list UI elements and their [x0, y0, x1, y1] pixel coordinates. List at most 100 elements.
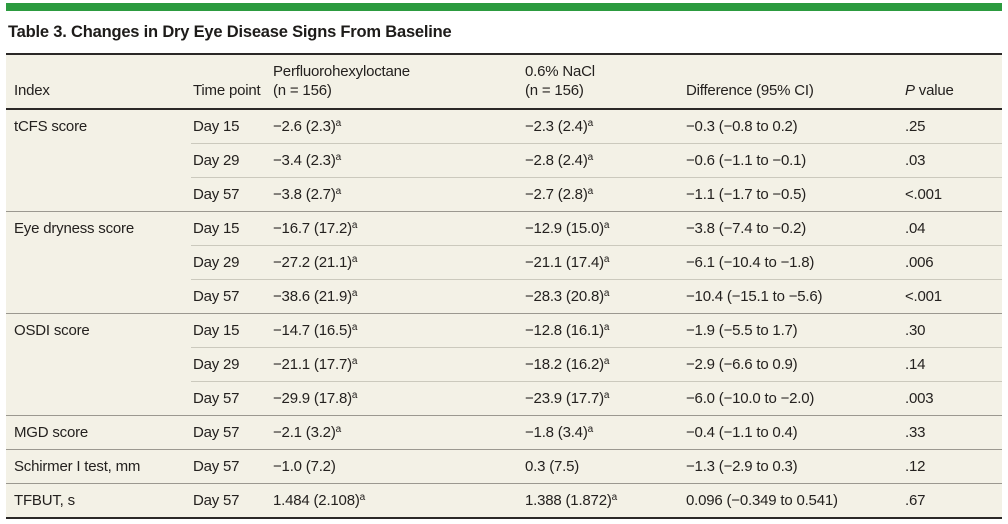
index-cell	[6, 348, 191, 382]
pfho-value-cell: −2.6 (2.3)a	[271, 109, 523, 144]
footnote-a-marker: a	[351, 322, 358, 333]
nacl-value: −23.9 (17.7)	[525, 390, 604, 407]
difference-cell: −0.6 (−1.1 to −0.1)	[684, 143, 903, 178]
difference-cell: −0.4 (−1.1 to 0.4)	[684, 415, 903, 450]
nacl-value: −18.2 (16.2)	[525, 356, 604, 373]
header-row: Index Time point Perfluorohexyloctane (n…	[6, 54, 1002, 110]
time-point-cell: Day 15	[191, 211, 271, 246]
pfho-value-cell: −29.9 (17.8)a	[271, 381, 523, 416]
pfho-value: −14.7 (16.5)	[273, 322, 352, 339]
footnote-a-marker: a	[603, 288, 610, 299]
col-header-pfho-n: (n = 156)	[273, 82, 332, 99]
footnote-a-marker: a	[603, 390, 610, 401]
footnote-a-marker: a	[351, 390, 358, 401]
difference-cell: −1.3 (−2.9 to 0.3)	[684, 449, 903, 484]
p-value-cell: .006	[903, 245, 1002, 280]
index-cell	[6, 144, 191, 178]
p-value-cell: .67	[903, 483, 1002, 518]
pfho-value: −29.9 (17.8)	[273, 390, 352, 407]
difference-cell: −6.1 (−10.4 to −1.8)	[684, 245, 903, 280]
p-value-cell: <.001	[903, 279, 1002, 314]
table-header: Index Time point Perfluorohexyloctane (n…	[6, 54, 1002, 110]
footnote-a-marker: a	[587, 424, 594, 435]
time-point-cell: Day 57	[191, 279, 271, 314]
table-row: Eye dryness score Day 15 −16.7 (17.2)a −…	[6, 211, 1002, 246]
index-cell: Schirmer I test, mm	[6, 449, 191, 484]
nacl-value-cell: −2.8 (2.4)a	[523, 143, 684, 178]
nacl-value: −21.1 (17.4)	[525, 254, 604, 271]
index-cell: Eye dryness score	[6, 211, 191, 246]
col-header-index: Index	[6, 54, 191, 110]
pfho-value-cell: −16.7 (17.2)a	[271, 211, 523, 246]
difference-cell: −2.9 (−6.6 to 0.9)	[684, 347, 903, 382]
time-point-cell: Day 57	[191, 449, 271, 484]
footnote-a-marker: a	[335, 118, 342, 129]
index-cell: MGD score	[6, 415, 191, 450]
pfho-value-cell: −38.6 (21.9)a	[271, 279, 523, 314]
footnote-a-marker: a	[335, 424, 342, 435]
index-cell	[6, 280, 191, 314]
p-value-cell: .14	[903, 347, 1002, 382]
col-header-pfho-label: Perfluorohexyloctane	[273, 63, 410, 80]
nacl-value: −12.8 (16.1)	[525, 322, 604, 339]
table-row: MGD score Day 57 −2.1 (3.2)a −1.8 (3.4)a…	[6, 415, 1002, 450]
nacl-value-cell: −12.8 (16.1)a	[523, 313, 684, 348]
table-row: tCFS score Day 15 −2.6 (2.3)a −2.3 (2.4)…	[6, 109, 1002, 144]
nacl-value-cell: −28.3 (20.8)a	[523, 279, 684, 314]
pfho-value: −27.2 (21.1)	[273, 254, 352, 271]
time-point-cell: Day 29	[191, 245, 271, 280]
col-header-nacl: 0.6% NaCl (n = 156)	[523, 54, 684, 110]
nacl-value-cell: −2.7 (2.8)a	[523, 177, 684, 212]
time-point-cell: Day 29	[191, 143, 271, 178]
table-row: Day 29 −21.1 (17.7)a −18.2 (16.2)a −2.9 …	[6, 347, 1002, 382]
difference-cell: −1.1 (−1.7 to −0.5)	[684, 177, 903, 212]
pfho-value-cell: −21.1 (17.7)a	[271, 347, 523, 382]
table-row: Day 29 −3.4 (2.3)a −2.8 (2.4)a −0.6 (−1.…	[6, 143, 1002, 178]
table-row: Day 57 −3.8 (2.7)a −2.7 (2.8)a −1.1 (−1.…	[6, 177, 1002, 212]
pfho-value-cell: −3.8 (2.7)a	[271, 177, 523, 212]
p-value-cell: .003	[903, 381, 1002, 416]
footnote-a-marker: a	[359, 492, 366, 503]
time-point-cell: Day 57	[191, 177, 271, 212]
table-row: Day 29 −27.2 (21.1)a −21.1 (17.4)a −6.1 …	[6, 245, 1002, 280]
footnote-a-marker: a	[587, 118, 594, 129]
pfho-value-cell: −14.7 (16.5)a	[271, 313, 523, 348]
difference-cell: −3.8 (−7.4 to −0.2)	[684, 211, 903, 246]
p-value-cell: .04	[903, 211, 1002, 246]
pfho-value-cell: −27.2 (21.1)a	[271, 245, 523, 280]
table-row: Day 57 −38.6 (21.9)a −28.3 (20.8)a −10.4…	[6, 279, 1002, 314]
index-cell: tCFS score	[14, 118, 88, 136]
footnote-a-marker: a	[351, 220, 358, 231]
nacl-value: −2.8 (2.4)	[525, 152, 588, 169]
col-header-time-point: Time point	[191, 54, 271, 110]
nacl-value: −1.8 (3.4)	[525, 424, 588, 441]
pfho-value: −16.7 (17.2)	[273, 220, 352, 237]
footnote-a-marker: a	[335, 152, 342, 163]
index-cell: TFBUT, s	[6, 483, 191, 518]
table-row: OSDI score Day 15 −14.7 (16.5)a −12.8 (1…	[6, 313, 1002, 348]
p-value-rest: value	[914, 82, 954, 99]
footnote-a-marker: a	[587, 186, 594, 197]
footnote-a-marker: a	[335, 186, 342, 197]
index-cell	[6, 382, 191, 416]
table-row: Schirmer I test, mm Day 57 −1.0 (7.2) 0.…	[6, 449, 1002, 484]
nacl-value-cell: −1.8 (3.4)a	[523, 415, 684, 450]
difference-cell: −6.0 (−10.0 to −2.0)	[684, 381, 903, 416]
nacl-value-cell: −12.9 (15.0)a	[523, 211, 684, 246]
footnote-a-marker: a	[603, 356, 610, 367]
time-point-cell: Day 57	[191, 381, 271, 416]
table-title: Table 3. Changes in Dry Eye Disease Sign…	[8, 23, 452, 41]
pfho-value: −38.6 (21.9)	[273, 288, 352, 305]
results-table: Index Time point Perfluorohexyloctane (n…	[6, 53, 1002, 519]
nacl-value: 1.388 (1.872)	[525, 492, 612, 509]
nacl-value-cell: −21.1 (17.4)a	[523, 245, 684, 280]
difference-cell: 0.096 (−0.349 to 0.541)	[684, 483, 903, 518]
p-value-cell: <.001	[903, 177, 1002, 212]
pfho-value-cell: −1.0 (7.2)	[271, 449, 523, 484]
col-header-p-value: P value	[903, 54, 1002, 110]
col-header-nacl-n: (n = 156)	[525, 82, 584, 99]
nacl-value: 0.3 (7.5)	[525, 458, 580, 475]
index-cell: OSDI score	[6, 313, 191, 348]
pfho-value: −1.0 (7.2)	[273, 458, 336, 475]
p-value-cell: .30	[903, 313, 1002, 348]
